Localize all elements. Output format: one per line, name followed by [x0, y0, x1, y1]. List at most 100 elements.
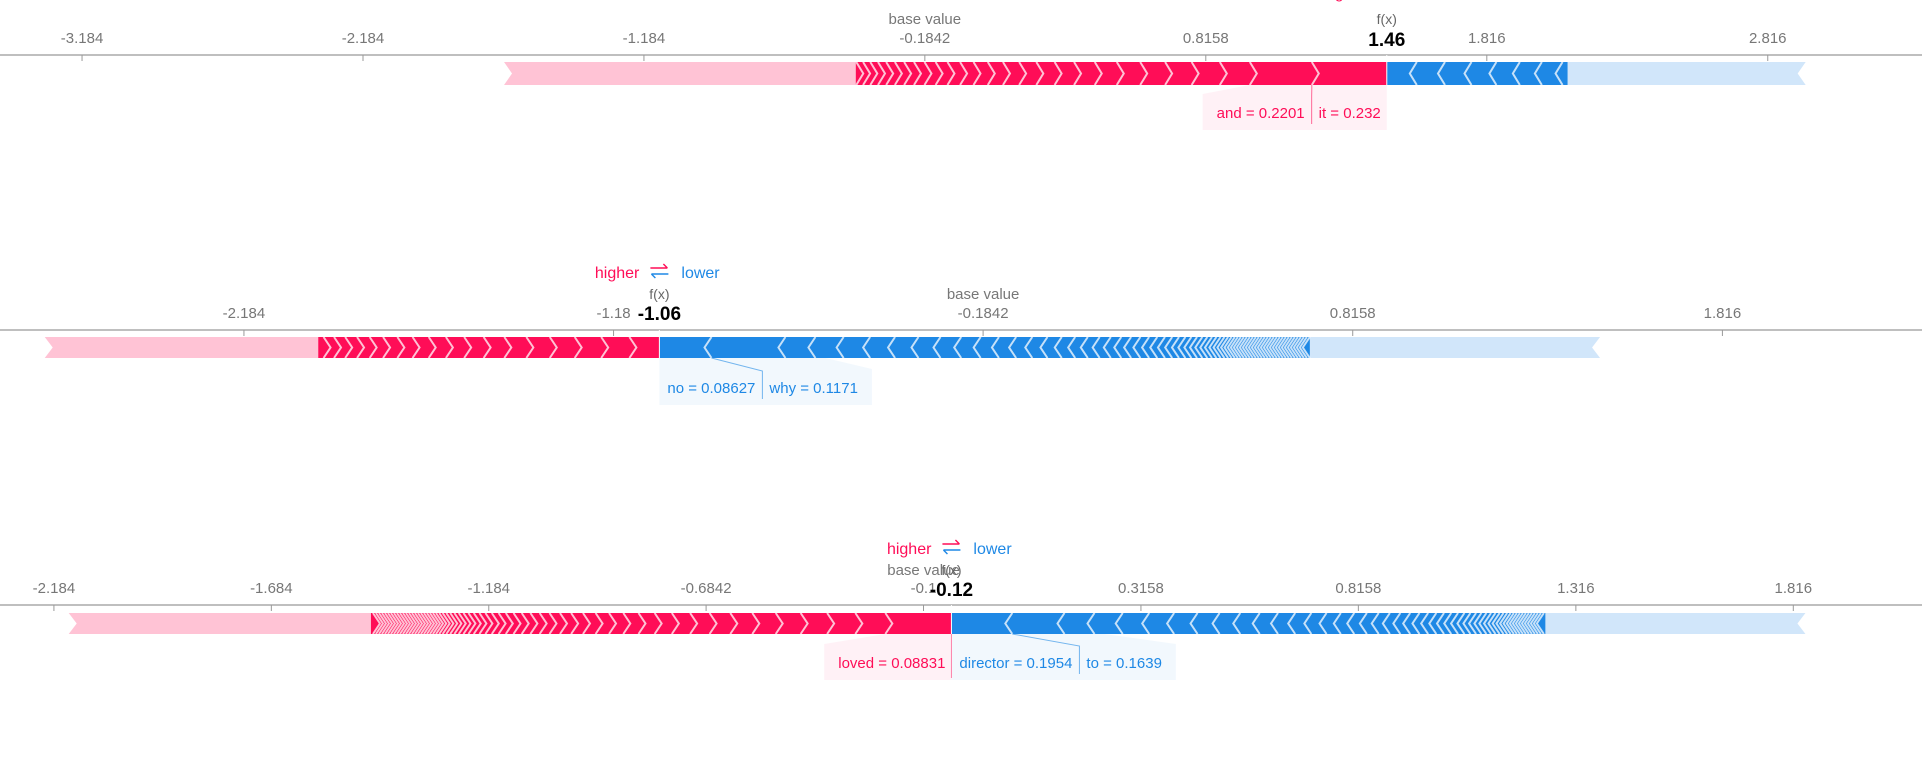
feature-boundary [1132, 336, 1142, 359]
feature-boundary [1535, 612, 1545, 635]
arrow-left-icon [650, 273, 669, 279]
feature-boundary [1358, 612, 1368, 635]
feature-boundary [1091, 336, 1101, 359]
feature-boundary [1269, 612, 1279, 635]
negative-label-shade [659, 358, 872, 405]
feature-boundary [1532, 612, 1542, 635]
feature-boundary [399, 612, 409, 635]
feature-boundary [1401, 612, 1412, 635]
feature-boundary [375, 612, 385, 635]
feature-boundary [1419, 612, 1429, 635]
arrow-right-icon [650, 263, 668, 269]
feature-boundary [381, 612, 391, 635]
tick-label: -1.18 [596, 305, 630, 322]
feature-boundary [1238, 336, 1248, 359]
feature-boundary [482, 336, 492, 359]
tick-label: 1.816 [1468, 30, 1506, 47]
feature-boundary [405, 612, 415, 635]
feature-boundary [396, 612, 406, 635]
feature-boundary [457, 612, 467, 635]
feature-boundary [1002, 61, 1012, 86]
feature-boundary [463, 336, 473, 359]
feature-boundary [1039, 336, 1049, 359]
feature-boundary [1216, 336, 1226, 359]
feature-boundary [1526, 612, 1536, 635]
feature-boundary [435, 612, 445, 635]
feature-boundary [538, 612, 548, 635]
legend-higher: higher [887, 541, 932, 558]
feature-boundary [1478, 612, 1488, 635]
feature-boundary [387, 612, 397, 635]
feature-boundary [1212, 336, 1222, 359]
feature-boundary [1318, 612, 1328, 635]
feature-boundary [484, 612, 494, 635]
base-value-label: base value [887, 562, 960, 579]
feature-boundary [1502, 612, 1512, 635]
feature-boundary [1473, 612, 1483, 635]
feature-boundary [1219, 336, 1229, 359]
fx-value: -0.12 [930, 580, 973, 601]
feature-boundary [368, 336, 378, 359]
feature-boundary [1253, 336, 1263, 359]
feature-boundary [445, 612, 455, 635]
feature-boundary [1491, 612, 1501, 635]
positive-faded-bar [44, 337, 319, 358]
tick-label: -2.184 [342, 30, 385, 47]
feature-boundary [708, 612, 718, 635]
feature-boundary [903, 61, 913, 86]
feature-boundary [826, 612, 836, 635]
feature-boundary [438, 612, 448, 635]
feature-boundary [570, 612, 580, 635]
feature-boundary [932, 336, 942, 359]
tick-label: -3.184 [61, 30, 104, 47]
feature-boundary [1251, 612, 1261, 635]
feature-boundary [1289, 336, 1299, 359]
fx-label: f(x) [1377, 11, 1397, 27]
feature-boundary [671, 612, 681, 635]
feature-boundary [390, 612, 400, 635]
feature-boundary [854, 612, 864, 635]
feature-boundary [1235, 336, 1245, 359]
feature-boundary [427, 336, 437, 359]
feature-boundary [1533, 61, 1543, 86]
feature-boundary [1332, 612, 1342, 635]
feature-boundary [1018, 61, 1028, 86]
feature-boundary [1511, 61, 1521, 86]
feature-boundary [1007, 336, 1017, 359]
feature-boundary [807, 336, 817, 359]
feature-boundary [467, 612, 477, 635]
feature-boundary [600, 336, 610, 359]
feature-boundary [1211, 612, 1221, 635]
feature-boundary [1140, 336, 1150, 359]
base-value-label: base value [889, 11, 962, 28]
force-plot-3: -2.184 -1.684 -1.184 -0.6842 -0.1 0.3158 0.815… [0, 539, 1922, 680]
feature-boundary [1488, 61, 1498, 86]
feature-label-loved: loved = 0.08831 [838, 655, 945, 672]
feature-boundary [1498, 612, 1508, 635]
feature-label-no: no = 0.08627 [667, 380, 755, 397]
fx-label: f(x) [941, 562, 961, 578]
feature-boundary [372, 612, 382, 635]
feature-boundary [548, 612, 558, 635]
feature-boundary [472, 612, 482, 635]
feature-boundary [449, 612, 459, 635]
tick-label: 0.8158 [1335, 580, 1381, 597]
legend-higher: higher [1322, 0, 1367, 2]
feature-boundary-director [1004, 612, 1014, 635]
arrow-left-icon [942, 549, 961, 555]
feature-boundary [1436, 61, 1446, 86]
feature-boundary [1259, 336, 1269, 359]
feature-boundary [1520, 612, 1530, 635]
base-value-label: base value [947, 286, 1020, 303]
feature-boundary [608, 612, 618, 635]
feature-boundary [1223, 336, 1233, 359]
feature-boundary [1346, 612, 1356, 635]
feature-boundary [1115, 61, 1125, 86]
feature-boundary [1443, 612, 1453, 635]
tick-label: -1.684 [250, 580, 293, 597]
legend-lower: lower [1409, 0, 1448, 2]
feature-boundary [862, 61, 872, 86]
feature-boundary [1244, 336, 1254, 359]
feature-boundary [1392, 612, 1402, 635]
feature-boundary [426, 612, 436, 635]
